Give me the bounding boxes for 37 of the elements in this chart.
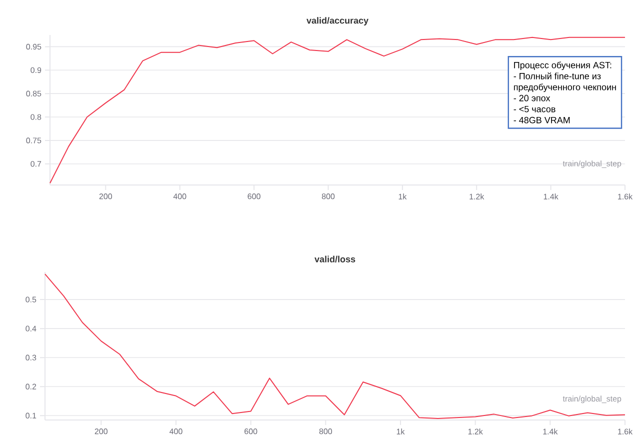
x-tick-label: 600 <box>248 194 260 200</box>
annotation: - 20 эпох <box>514 94 550 102</box>
x-axis-title: train/global_step <box>562 160 622 168</box>
y-tick-label: 0.2 <box>26 384 36 390</box>
x-tick-label: 1.2k <box>468 428 483 434</box>
y-tick-label: 0.7 <box>30 161 42 167</box>
y-tick-label: 0.85 <box>26 90 42 96</box>
x-axis-title: train/global_step <box>562 396 622 404</box>
annotation: Процесс обучения AST: <box>514 62 612 70</box>
x-tick-label: 1.4k <box>543 428 558 434</box>
y-tick-label: 0.8 <box>30 114 42 120</box>
x-tick-label: 600 <box>244 428 258 434</box>
y-tick-label: 0.9 <box>30 67 42 73</box>
x-tick-label: 1k <box>396 428 405 434</box>
x-tick-label: 1k <box>398 194 407 200</box>
x-tick-label: 400 <box>169 428 182 434</box>
x-tick-label: 1.6k <box>618 194 633 200</box>
annotation: - <5 часов <box>514 106 556 112</box>
x-tick-label: 400 <box>173 194 186 200</box>
y-tick-label: 0.3 <box>26 354 36 360</box>
y-tick-label: 0.4 <box>26 326 36 332</box>
annotation: предобученного чекпоин <box>514 84 616 92</box>
annotation: - Полный fine-tune из <box>514 72 601 80</box>
y-tick-label: 0.75 <box>26 138 42 144</box>
x-tick-label: 200 <box>99 194 112 200</box>
annotation: - 48GB VRAM <box>514 116 570 124</box>
chart-title: valid/loss <box>314 256 356 262</box>
x-tick-label: 1.4k <box>544 194 558 200</box>
x-tick-label: 800 <box>319 428 332 434</box>
y-tick-label: 0.95 <box>26 44 42 50</box>
chart-title: valid/accuracy <box>306 17 368 26</box>
x-tick-label: 200 <box>94 428 108 434</box>
x-tick-label: 1.2k <box>470 194 484 200</box>
x-tick-label: 800 <box>322 194 335 200</box>
y-tick-label: 0.5 <box>26 296 36 302</box>
x-tick-label: 1.6k <box>618 428 633 434</box>
y-tick-label: 0.1 <box>26 412 36 418</box>
